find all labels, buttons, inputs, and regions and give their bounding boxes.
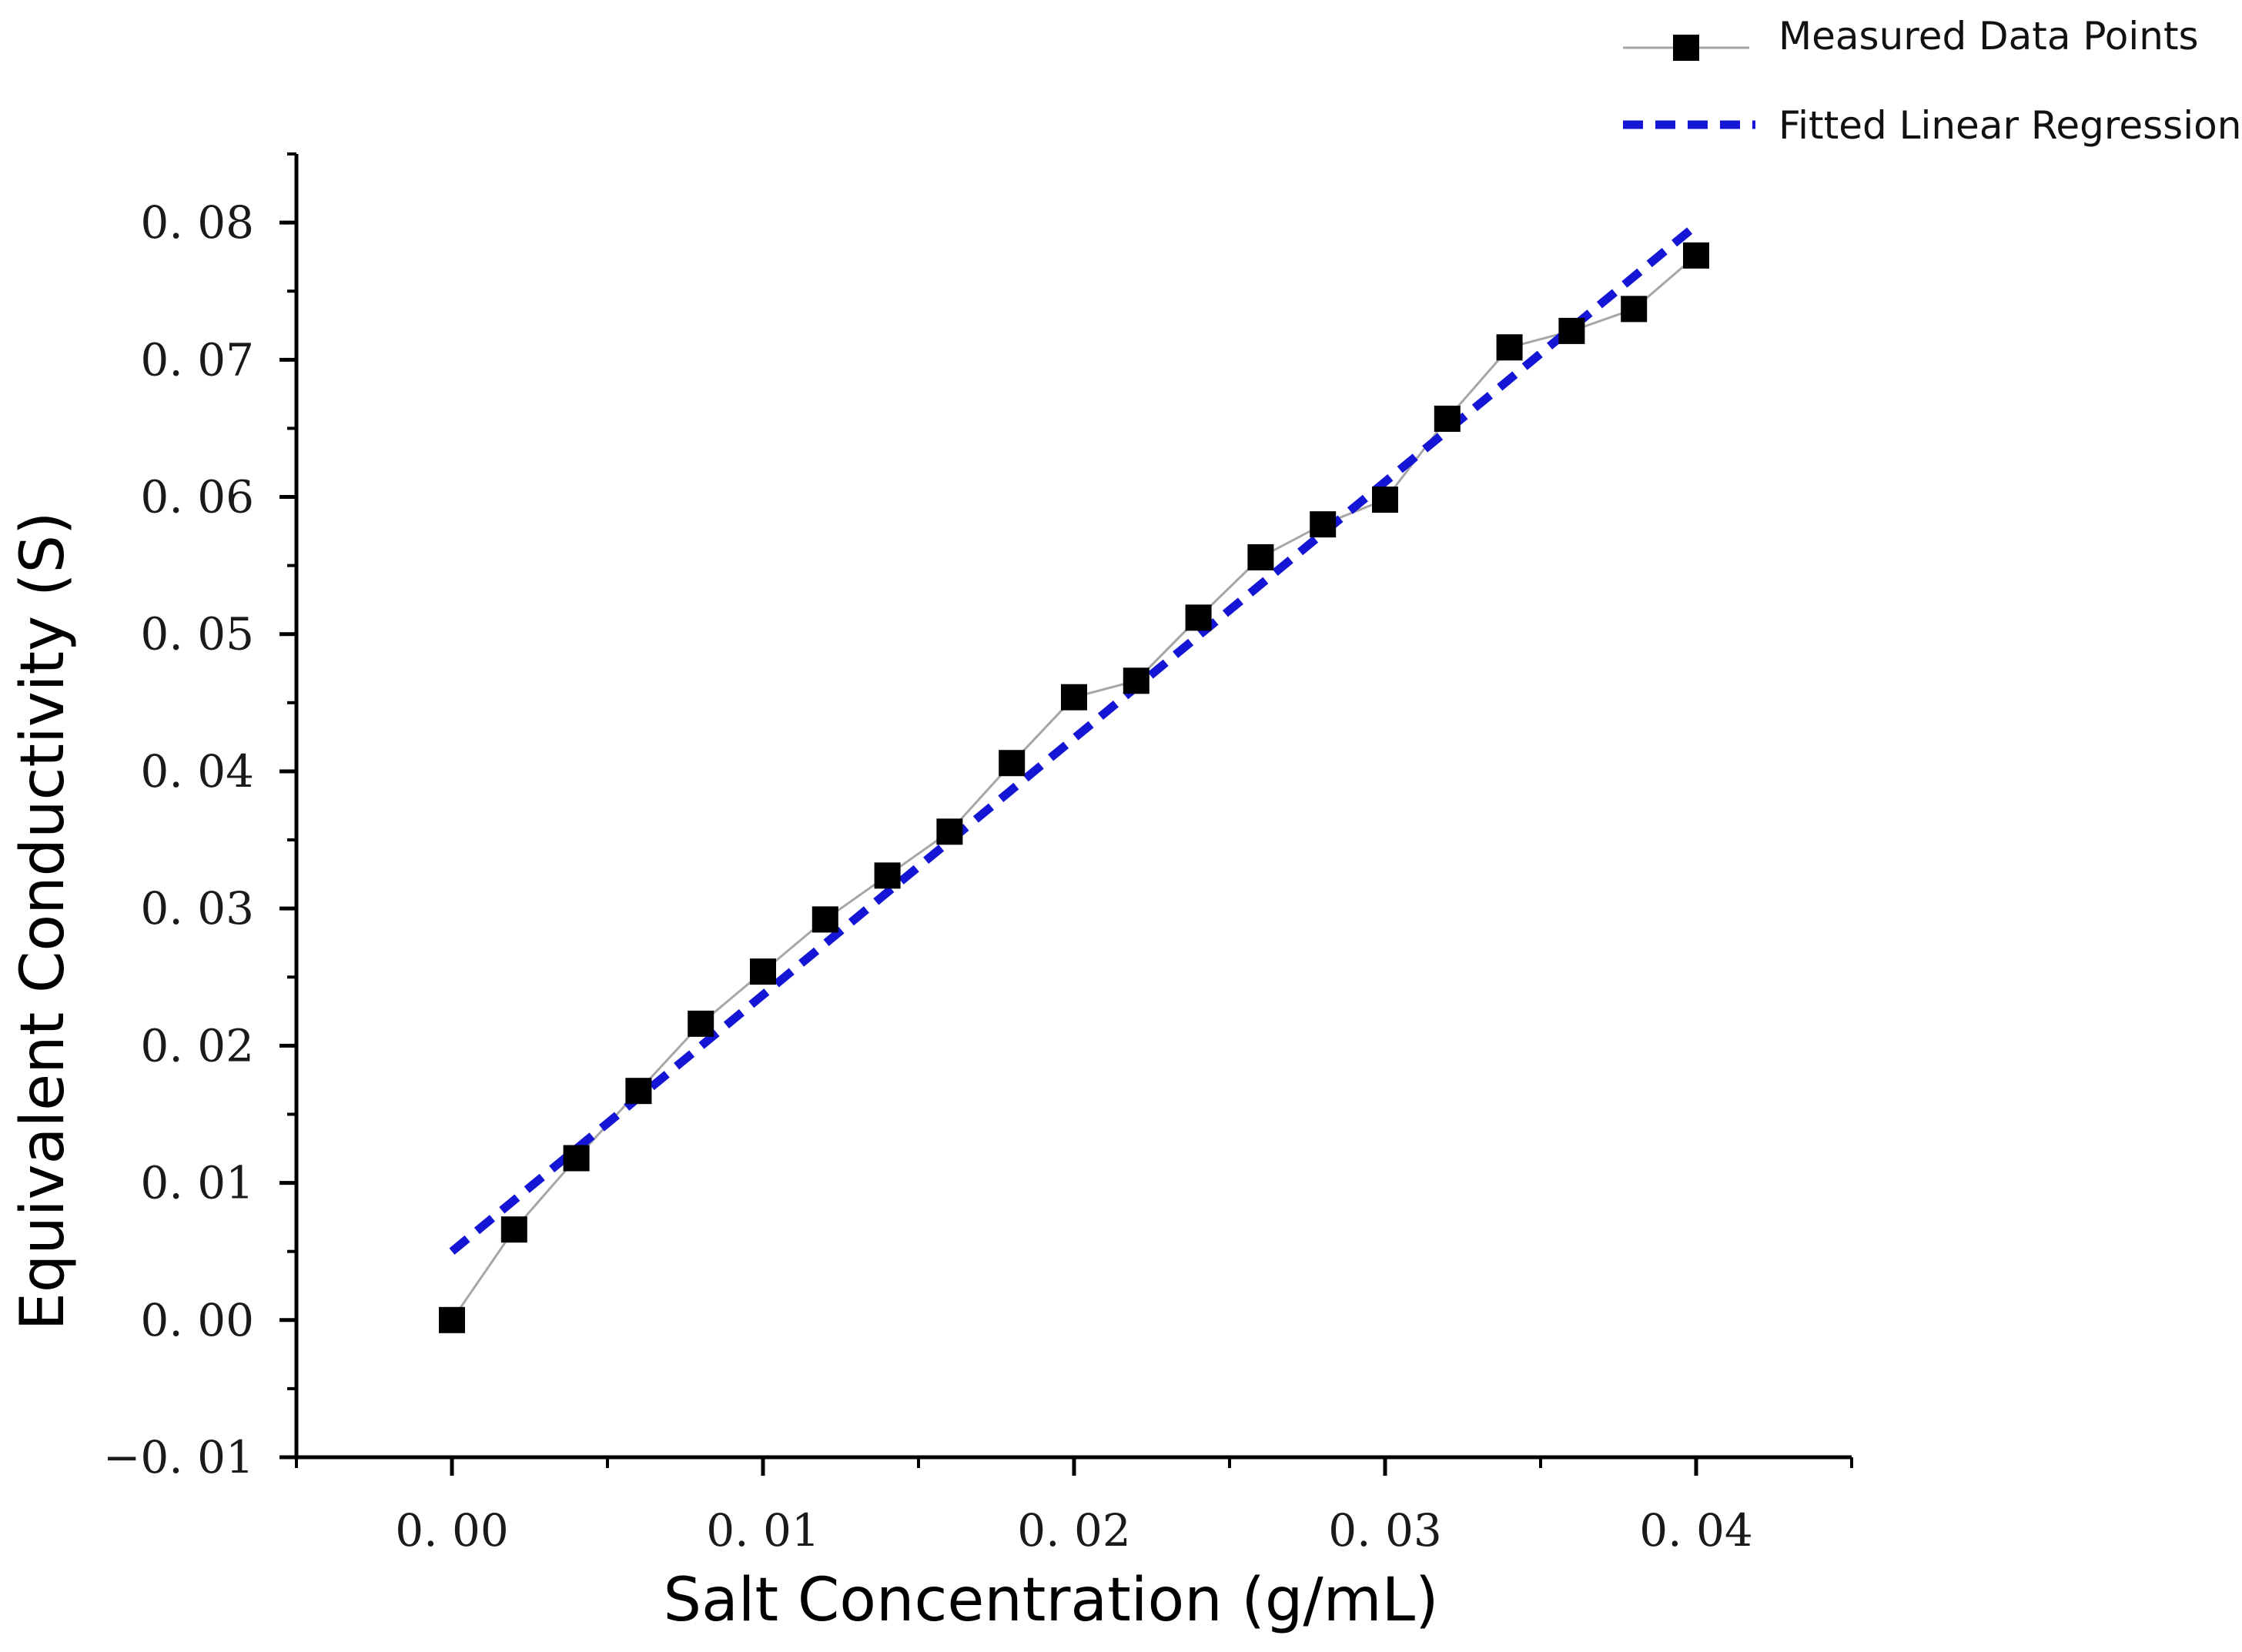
data-point (1185, 604, 1212, 631)
y-tick-label: 0. 05 (140, 608, 254, 660)
y-axis-title: Equivalent Conductivity (S) (8, 512, 78, 1331)
y-tick-label: 0. 03 (140, 882, 254, 935)
legend-fit-label: Fitted Linear Regression (1779, 103, 2241, 148)
data-point (999, 750, 1026, 777)
data-point (688, 1010, 714, 1037)
data-point (750, 958, 776, 985)
data-point (1558, 317, 1585, 344)
y-tick-label: −0. 01 (103, 1431, 254, 1483)
y-tick-label: 0. 08 (140, 196, 254, 249)
y-tick-label: 0. 04 (140, 745, 254, 798)
legend-measured-label: Measured Data Points (1779, 14, 2199, 59)
data-point (1683, 242, 1709, 269)
data-point (811, 906, 838, 933)
data-point (1123, 667, 1149, 694)
y-tick-label: 0. 00 (140, 1294, 254, 1346)
data-point (1621, 296, 1648, 323)
x-tick-label: 0. 02 (1017, 1504, 1131, 1557)
data-point (500, 1216, 527, 1243)
x-tick-label: 0. 03 (1328, 1504, 1442, 1557)
data-point (439, 1306, 465, 1333)
data-point (1372, 487, 1398, 513)
x-axis-title: Salt Concentration (g/mL) (663, 1566, 1438, 1635)
measured-series-line (450, 254, 1697, 1321)
x-tick-label: 0. 01 (706, 1504, 820, 1557)
y-tick-label: 0. 07 (140, 333, 254, 386)
y-tick-label: 0. 06 (140, 471, 254, 523)
data-marks (439, 242, 1709, 1333)
data-point (1310, 511, 1337, 538)
data-point (1496, 334, 1523, 361)
legend-measured-marker (1673, 35, 1699, 61)
data-point (874, 862, 901, 889)
y-tick-label: 0. 02 (140, 1019, 254, 1072)
legend: Measured Data Points Fitted Linear Regre… (1623, 14, 2241, 148)
data-point (1434, 405, 1461, 432)
x-tick-label: 0. 00 (395, 1504, 509, 1557)
x-tick-label: 0. 04 (1639, 1504, 1753, 1557)
axis-labels: Salt Concentration (g/mL) Equivalent Con… (8, 512, 1439, 1635)
data-point (1061, 684, 1087, 711)
data-point (936, 818, 963, 845)
axes: −0. 01 0. 00 0. 01 0. 02 0. 03 0. 04 0. 05 0. 0… (103, 152, 1853, 1557)
y-tick-label: 0. 01 (140, 1157, 254, 1209)
data-point (625, 1078, 652, 1105)
fit-series-line (449, 222, 1699, 1255)
plot-lines (449, 222, 1699, 1321)
data-point (1247, 543, 1274, 570)
data-point (563, 1145, 590, 1172)
